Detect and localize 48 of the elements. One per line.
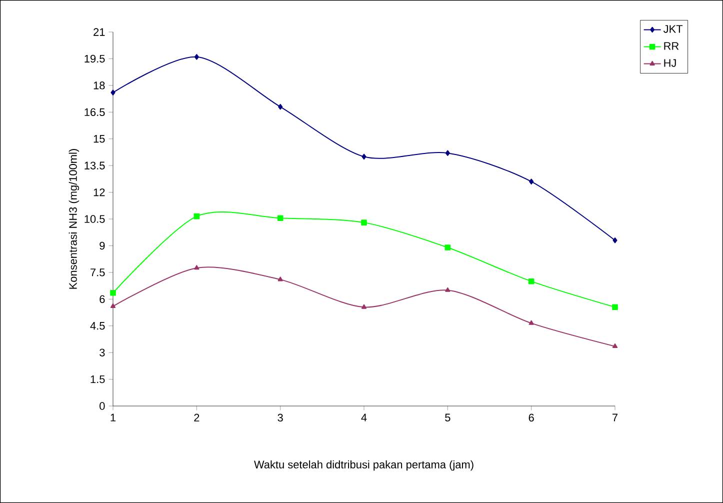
- point: [110, 90, 116, 96]
- point: [278, 276, 283, 282]
- y-tick-label: 21: [94, 28, 105, 36]
- point: [445, 287, 450, 292]
- point: [529, 178, 534, 184]
- point: [194, 265, 200, 270]
- y-tick-label: 4.5: [90, 322, 105, 330]
- point: [612, 304, 618, 310]
- y-tick-label: 3: [100, 348, 105, 356]
- y-tick-label: 6: [100, 295, 105, 304]
- x-axis-title: Waktu setelah didtribusi pakan pertama (jam): [254, 460, 474, 471]
- point: [361, 304, 367, 309]
- x-tick-label: 2: [194, 414, 200, 422]
- legend-label: JKT: [663, 25, 683, 33]
- point: [445, 150, 450, 156]
- point: [110, 290, 116, 296]
- x-tick-label: 5: [445, 414, 450, 422]
- point: [612, 237, 618, 244]
- x-tick-label: 4: [361, 414, 367, 422]
- point: [362, 154, 366, 160]
- x-tick-label: 6: [528, 414, 534, 422]
- point: [110, 303, 116, 308]
- y-tick-label: 16.5: [84, 108, 105, 116]
- y-tick-label: 15: [94, 135, 105, 143]
- y-tick-label: 19.5: [84, 54, 105, 63]
- point: [612, 343, 618, 348]
- legend-label: RR: [664, 42, 679, 50]
- y-tick-label: 9: [100, 242, 105, 250]
- y-tick-label: 18: [94, 82, 105, 90]
- y-tick-label: 1.5: [90, 375, 105, 384]
- x-tick-label: 3: [278, 414, 283, 422]
- point: [194, 54, 199, 60]
- y-tick-label: 7.5: [90, 268, 105, 276]
- x-tick-label: 1: [110, 414, 116, 422]
- point: [278, 104, 283, 110]
- point: [277, 215, 284, 221]
- y-tick-label: 12: [94, 188, 105, 196]
- y-tick-label: 0: [100, 402, 105, 410]
- point: [528, 278, 534, 284]
- y-tick-label: 10.5: [84, 215, 105, 223]
- point: [194, 213, 200, 220]
- point: [528, 320, 534, 325]
- y-axis-title: Konsentrasi NH3 (mg/100ml): [68, 149, 80, 289]
- x-tick-label: 7: [612, 414, 618, 422]
- y-tick-label: 13.5: [84, 162, 105, 170]
- point: [361, 220, 367, 226]
- legend-label: HJ: [664, 59, 676, 67]
- point: [444, 244, 451, 250]
